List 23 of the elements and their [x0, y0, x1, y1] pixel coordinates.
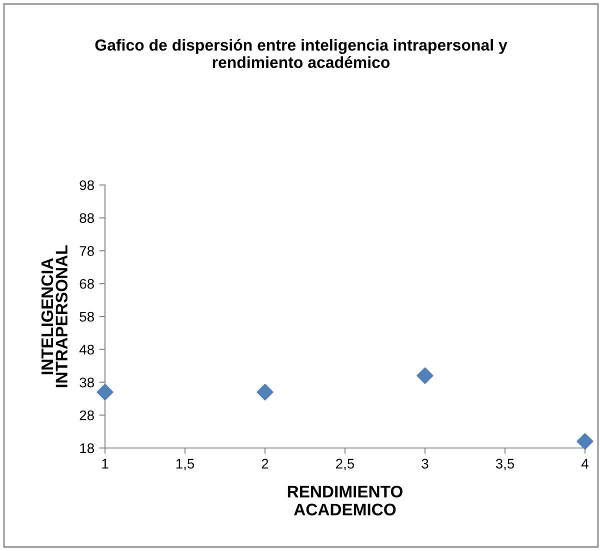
y-tick-label: 38	[80, 378, 94, 388]
x-axis-title: RENDIMIENTO ACADEMICO	[288, 486, 402, 516]
y-tick-label: 58	[80, 312, 94, 322]
x-tick-label: 2	[262, 458, 268, 468]
chart-title: Gafico de dispersión entre inteligencia intrapersonal y rendimiento académico	[95, 38, 508, 68]
x-tick-label: 3	[422, 458, 428, 469]
x-tick-label: 1,5	[176, 458, 194, 470]
x-tick-label: 1	[102, 458, 108, 468]
y-tick-label: 68	[80, 278, 94, 289]
point	[96, 384, 114, 400]
y-tick-label: 78	[80, 246, 94, 256]
y-tick-label: 88	[80, 213, 94, 224]
point	[416, 367, 434, 384]
point	[576, 433, 594, 450]
y-tick-label: 48	[79, 344, 94, 355]
x-tick-label: 4	[581, 458, 588, 468]
y-axis-title: INTELIGENCIA INTRAPERSONAL	[41, 245, 68, 388]
x-tick-label: 2,5	[336, 458, 354, 470]
y-tick-label: 98	[80, 180, 94, 190]
point	[256, 384, 274, 400]
y-tick-label: 28	[80, 410, 94, 420]
x-tick-label: 3,5	[496, 458, 514, 470]
y-tick-label: 18	[80, 443, 94, 454]
